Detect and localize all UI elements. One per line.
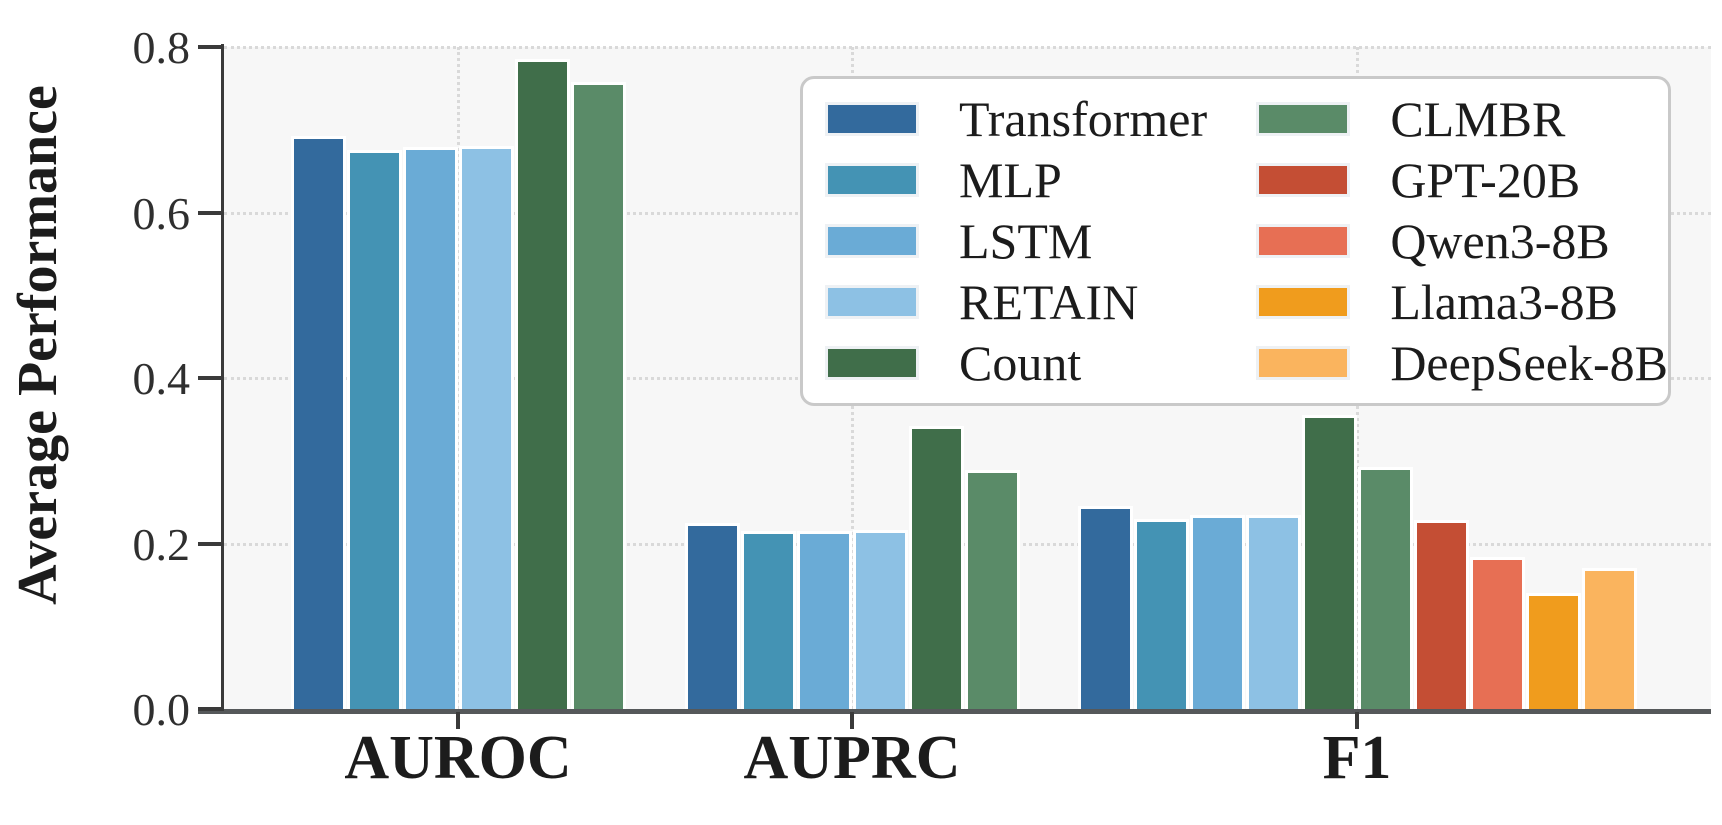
bar-Count-F1 xyxy=(1301,415,1357,709)
x-tick-label-F1: F1 xyxy=(1322,724,1392,792)
bar-group-F1 xyxy=(1077,415,1637,709)
legend-swatch-DeepSeek-8B xyxy=(1256,345,1351,380)
legend-swatch-CLMBR xyxy=(1256,102,1351,137)
y-tick-mark-0.2 xyxy=(198,541,224,546)
bar-CLMBR-F1 xyxy=(1357,467,1413,709)
legend-label-GPT-20B: GPT-20B xyxy=(1390,152,1581,209)
bar-GPT-20B-F1 xyxy=(1413,520,1469,709)
bar-Count-AUPRC xyxy=(908,426,964,709)
y-tick-mark-0.4 xyxy=(198,376,224,380)
bar-MLP-F1 xyxy=(1133,518,1189,709)
legend-item-Transformer: Transformer xyxy=(803,89,1234,150)
legend-swatch-RETAIN xyxy=(825,284,919,319)
legend-item-CLMBR: CLMBR xyxy=(1234,89,1668,150)
y-tick-label-0.0: 0.0 xyxy=(132,684,191,735)
y-tick-mark-0.6 xyxy=(198,210,224,215)
bar-Transformer-F1 xyxy=(1077,506,1133,709)
legend-item-GPT-20B: GPT-20B xyxy=(1234,150,1668,211)
legend-swatch-Transformer xyxy=(825,102,919,137)
bar-RETAIN-AUPRC xyxy=(852,530,908,709)
bar-LSTM-AUROC xyxy=(402,147,458,709)
bar-CLMBR-AUPRC xyxy=(964,469,1020,709)
bar-RETAIN-F1 xyxy=(1245,514,1301,709)
legend-swatch-LSTM xyxy=(825,223,919,258)
bar-Qwen3-8B-F1 xyxy=(1469,556,1525,709)
h-gridline-0.8 xyxy=(224,46,1711,49)
legend-item-DeepSeek-8B: DeepSeek-8B xyxy=(1234,332,1668,393)
legend-item-Count: Count xyxy=(803,332,1234,393)
legend-label-Count: Count xyxy=(959,334,1082,391)
bar-group-AUROC xyxy=(290,59,626,709)
bar-Llama3-8B-F1 xyxy=(1525,593,1581,709)
x-tick-mark-AUROC xyxy=(456,712,460,729)
y-tick-label-0.8: 0.8 xyxy=(132,22,191,73)
x-tick-mark-AUPRC xyxy=(850,712,854,729)
y-tick-mark-0.8 xyxy=(198,45,224,49)
legend-swatch-MLP xyxy=(825,163,919,198)
legend-item-Qwen3-8B: Qwen3-8B xyxy=(1234,211,1668,272)
y-tick-label-0.4: 0.4 xyxy=(132,353,191,404)
legend-label-Qwen3-8B: Qwen3-8B xyxy=(1390,212,1610,269)
legend-swatch-Qwen3-8B xyxy=(1256,223,1351,258)
y-tick-label-0.6: 0.6 xyxy=(132,187,191,239)
bar-Transformer-AUPRC xyxy=(684,522,740,709)
bar-LSTM-F1 xyxy=(1189,514,1245,709)
legend-label-Llama3-8B: Llama3-8B xyxy=(1390,273,1619,330)
legend-label-DeepSeek-8B: DeepSeek-8B xyxy=(1390,334,1668,391)
legend-item-LSTM: LSTM xyxy=(803,211,1234,272)
legend-item-Llama3-8B: Llama3-8B xyxy=(1234,271,1668,332)
bar-CLMBR-AUROC xyxy=(570,81,626,709)
y-tick-label-0.2: 0.2 xyxy=(132,518,191,570)
legend-item-RETAIN: RETAIN xyxy=(803,271,1234,332)
legend-label-MLP: MLP xyxy=(959,152,1062,209)
bar-RETAIN-AUROC xyxy=(458,146,514,709)
legend-label-Transformer: Transformer xyxy=(959,91,1208,148)
legend-swatch-Llama3-8B xyxy=(1256,284,1351,319)
legend-swatch-Count xyxy=(825,345,919,380)
bar-MLP-AUPRC xyxy=(740,531,796,709)
legend-label-CLMBR: CLMBR xyxy=(1390,91,1566,148)
bar-MLP-AUROC xyxy=(346,150,402,709)
y-axis-title: Average Performance xyxy=(7,85,69,605)
legend-label-RETAIN: RETAIN xyxy=(959,273,1139,330)
y-tick-mark-0.0 xyxy=(198,707,224,711)
bar-Transformer-AUROC xyxy=(290,135,346,709)
legend-item-MLP: MLP xyxy=(803,150,1234,211)
bar-LSTM-AUPRC xyxy=(796,531,852,709)
legend-label-LSTM: LSTM xyxy=(959,212,1093,269)
bar-Count-AUROC xyxy=(514,59,570,709)
legend: Transformer MLP LSTM RETAIN Count CLMBR GPT-20… xyxy=(800,76,1671,406)
x-tick-label-AUROC: AUROC xyxy=(344,724,572,792)
legend-swatch-GPT-20B xyxy=(1256,163,1351,198)
x-tick-mark-F1 xyxy=(1355,712,1359,729)
bar-DeepSeek-8B-F1 xyxy=(1581,568,1637,709)
bar-group-AUPRC xyxy=(684,426,1020,709)
x-tick-label-AUPRC: AUPRC xyxy=(743,724,961,792)
x-axis-line xyxy=(198,709,1711,714)
